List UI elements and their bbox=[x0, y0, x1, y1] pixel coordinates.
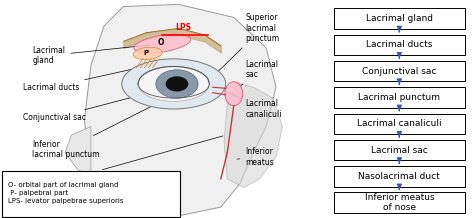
FancyBboxPatch shape bbox=[334, 8, 465, 29]
Text: Inferior
lacrimal punctum: Inferior lacrimal punctum bbox=[32, 100, 163, 159]
Ellipse shape bbox=[225, 82, 243, 106]
Text: Conjunctival sac: Conjunctival sac bbox=[23, 90, 160, 122]
Text: Conjunctival sac: Conjunctival sac bbox=[362, 67, 437, 76]
Text: Inferior
meatus: Inferior meatus bbox=[237, 147, 274, 167]
Text: Superior
lacrimal
punctum: Superior lacrimal punctum bbox=[216, 14, 279, 73]
Polygon shape bbox=[84, 4, 276, 216]
Ellipse shape bbox=[138, 66, 210, 101]
FancyBboxPatch shape bbox=[1, 171, 180, 217]
Text: Lacrimal
gland: Lacrimal gland bbox=[32, 45, 150, 65]
FancyBboxPatch shape bbox=[334, 87, 465, 108]
Polygon shape bbox=[224, 83, 283, 187]
FancyBboxPatch shape bbox=[334, 140, 465, 160]
Ellipse shape bbox=[134, 34, 191, 53]
Circle shape bbox=[156, 70, 198, 98]
Text: P: P bbox=[143, 50, 148, 56]
Text: Lacrimal sac: Lacrimal sac bbox=[371, 146, 428, 155]
Text: Lacrimal gland: Lacrimal gland bbox=[366, 14, 433, 23]
Text: Nasolacrimal duct: Nasolacrimal duct bbox=[358, 172, 440, 181]
FancyBboxPatch shape bbox=[334, 114, 465, 134]
Text: O: O bbox=[157, 38, 164, 47]
FancyBboxPatch shape bbox=[334, 166, 465, 187]
Text: LPS: LPS bbox=[175, 23, 191, 32]
Ellipse shape bbox=[122, 59, 226, 109]
Text: Lacrimal
sac: Lacrimal sac bbox=[241, 60, 278, 85]
Text: Lacrimal ducts: Lacrimal ducts bbox=[366, 40, 433, 49]
Ellipse shape bbox=[133, 47, 162, 60]
Circle shape bbox=[165, 76, 188, 92]
Text: Lacrimal
canaliculi: Lacrimal canaliculi bbox=[227, 92, 282, 119]
Text: Lacrimal ducts: Lacrimal ducts bbox=[23, 66, 146, 92]
Polygon shape bbox=[65, 126, 91, 174]
Text: O- orbital part of lacrimal gland
 P- palpebral part
LPS- levator palpebrae supe: O- orbital part of lacrimal gland P- pal… bbox=[8, 182, 124, 204]
Text: Inferior meatus
of nose: Inferior meatus of nose bbox=[365, 193, 434, 212]
Text: Nasolacrimal duct: Nasolacrimal duct bbox=[39, 136, 223, 182]
FancyBboxPatch shape bbox=[334, 35, 465, 55]
Text: Lacrimal punctum: Lacrimal punctum bbox=[358, 93, 440, 102]
Text: Lacrimal canaliculi: Lacrimal canaliculi bbox=[357, 119, 442, 128]
FancyBboxPatch shape bbox=[334, 192, 465, 213]
FancyBboxPatch shape bbox=[334, 61, 465, 82]
